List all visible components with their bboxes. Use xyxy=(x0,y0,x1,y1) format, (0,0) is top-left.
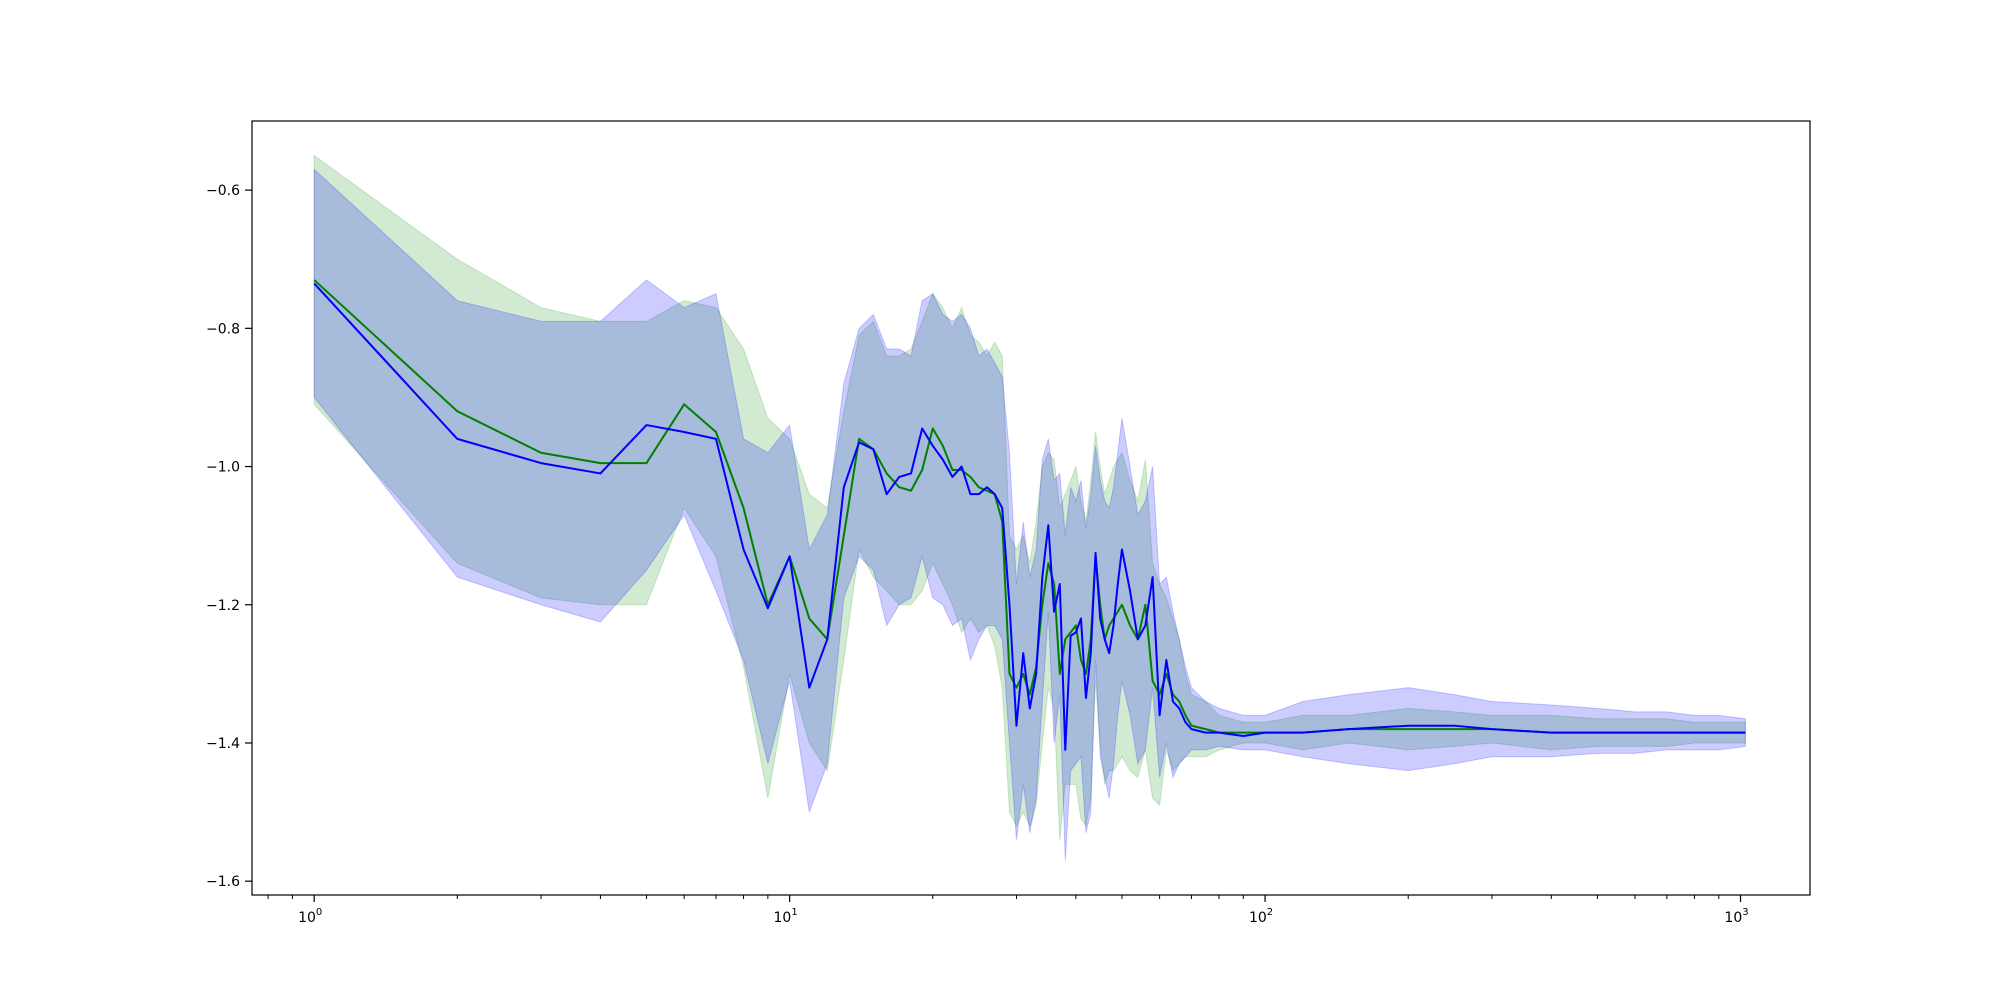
x-tick-label-base: 10 xyxy=(774,910,792,926)
plot-series-group xyxy=(313,154,1746,861)
y-tick-label: −1.0 xyxy=(206,460,240,476)
x-tick-label-base: 10 xyxy=(1724,910,1742,926)
plot-area xyxy=(313,154,1746,861)
x-tick-label: 103 xyxy=(1724,907,1748,926)
x-tick-label-base: 10 xyxy=(298,910,316,926)
series-2-line xyxy=(313,282,1746,751)
axes: 100 101 102 103−1.6−1.4−1.2−1.0−0.8−0.6 xyxy=(206,120,1811,926)
y-tick-label: −1.6 xyxy=(206,874,240,890)
y-tick-label: −0.8 xyxy=(206,321,240,337)
y-tick-label: −1.4 xyxy=(206,736,240,752)
x-tick-label-exponent: 0 xyxy=(316,907,322,918)
series-1-line xyxy=(313,279,1746,734)
x-tick-label-exponent: 1 xyxy=(791,907,797,918)
x-tick-label-exponent: 3 xyxy=(1742,907,1748,918)
y-tick-label: −1.2 xyxy=(206,598,240,614)
series-2-band xyxy=(313,168,1746,861)
x-tick-label-exponent: 2 xyxy=(1267,907,1273,918)
y-tick-label: −0.6 xyxy=(206,183,240,199)
x-tick-label: 101 xyxy=(774,907,798,926)
x-tick-label: 102 xyxy=(1249,907,1273,926)
x-tick-label: 100 xyxy=(298,907,322,926)
series-1-band xyxy=(313,154,1746,840)
axes-frame xyxy=(251,120,1811,896)
x-tick-label-base: 10 xyxy=(1249,910,1267,926)
